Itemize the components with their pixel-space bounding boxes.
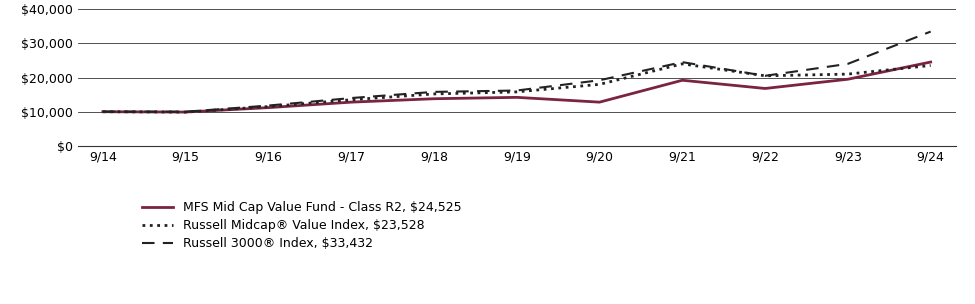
Legend: MFS Mid Cap Value Fund - Class R2, $24,525, Russell Midcap® Value Index, $23,528: MFS Mid Cap Value Fund - Class R2, $24,5… <box>136 196 467 255</box>
